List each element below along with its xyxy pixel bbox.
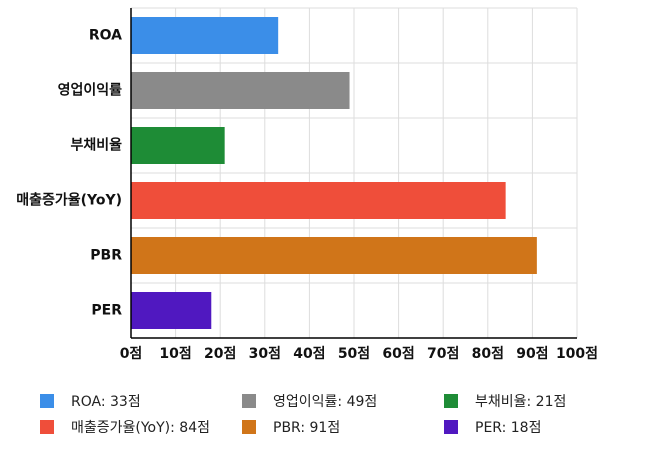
x-tick-label: 0점 xyxy=(120,345,143,362)
legend-label: ROA: 33점 xyxy=(71,394,141,410)
bar-2 xyxy=(131,127,225,164)
bar-0 xyxy=(131,17,279,54)
bar-4 xyxy=(131,237,537,274)
legend-item: ROA: 33점 xyxy=(40,388,242,414)
legend-swatch xyxy=(242,420,256,434)
legend-item: PER: 18점 xyxy=(444,414,634,440)
x-tick-label: 50점 xyxy=(338,345,370,362)
legend-label: 부채비율: 21점 xyxy=(475,394,567,410)
legend-swatch xyxy=(444,394,458,408)
legend-label: PER: 18점 xyxy=(475,420,542,436)
category-label: 부채비율 xyxy=(70,137,122,154)
x-tick-label: 70점 xyxy=(427,345,459,362)
legend-label: PBR: 91점 xyxy=(273,420,341,436)
legend-item: 영업이익률: 49점 xyxy=(242,388,444,414)
category-label: 영업이익률 xyxy=(58,82,123,99)
legend-swatch xyxy=(444,420,458,434)
legend-item: 매출증가율(YoY): 84점 xyxy=(40,414,242,440)
bar-3 xyxy=(131,182,506,219)
bar-5 xyxy=(131,292,212,329)
category-label: ROA xyxy=(89,28,122,44)
legend-item: 부채비율: 21점 xyxy=(444,388,634,414)
x-tick-label: 30점 xyxy=(249,345,281,362)
category-label: PER xyxy=(91,303,122,319)
x-tick-label: 10점 xyxy=(159,345,191,362)
x-tick-label: 40점 xyxy=(293,345,325,362)
bar-1 xyxy=(131,72,350,109)
x-tick-label: 90점 xyxy=(516,345,548,362)
legend-label: 매출증가율(YoY): 84점 xyxy=(71,420,210,436)
category-label: 매출증가율(YoY) xyxy=(16,192,122,209)
category-label: PBR xyxy=(90,248,122,264)
legend-swatch xyxy=(40,394,54,408)
legend-swatch xyxy=(40,420,54,434)
x-tick-label: 60점 xyxy=(382,345,414,362)
legend-item: PBR: 91점 xyxy=(242,414,444,440)
x-tick-label: 80점 xyxy=(472,345,504,362)
legend-swatch xyxy=(242,394,256,408)
x-tick-label: 100점 xyxy=(556,345,598,362)
legend-label: 영업이익률: 49점 xyxy=(273,394,378,410)
x-tick-label: 20점 xyxy=(204,345,236,362)
